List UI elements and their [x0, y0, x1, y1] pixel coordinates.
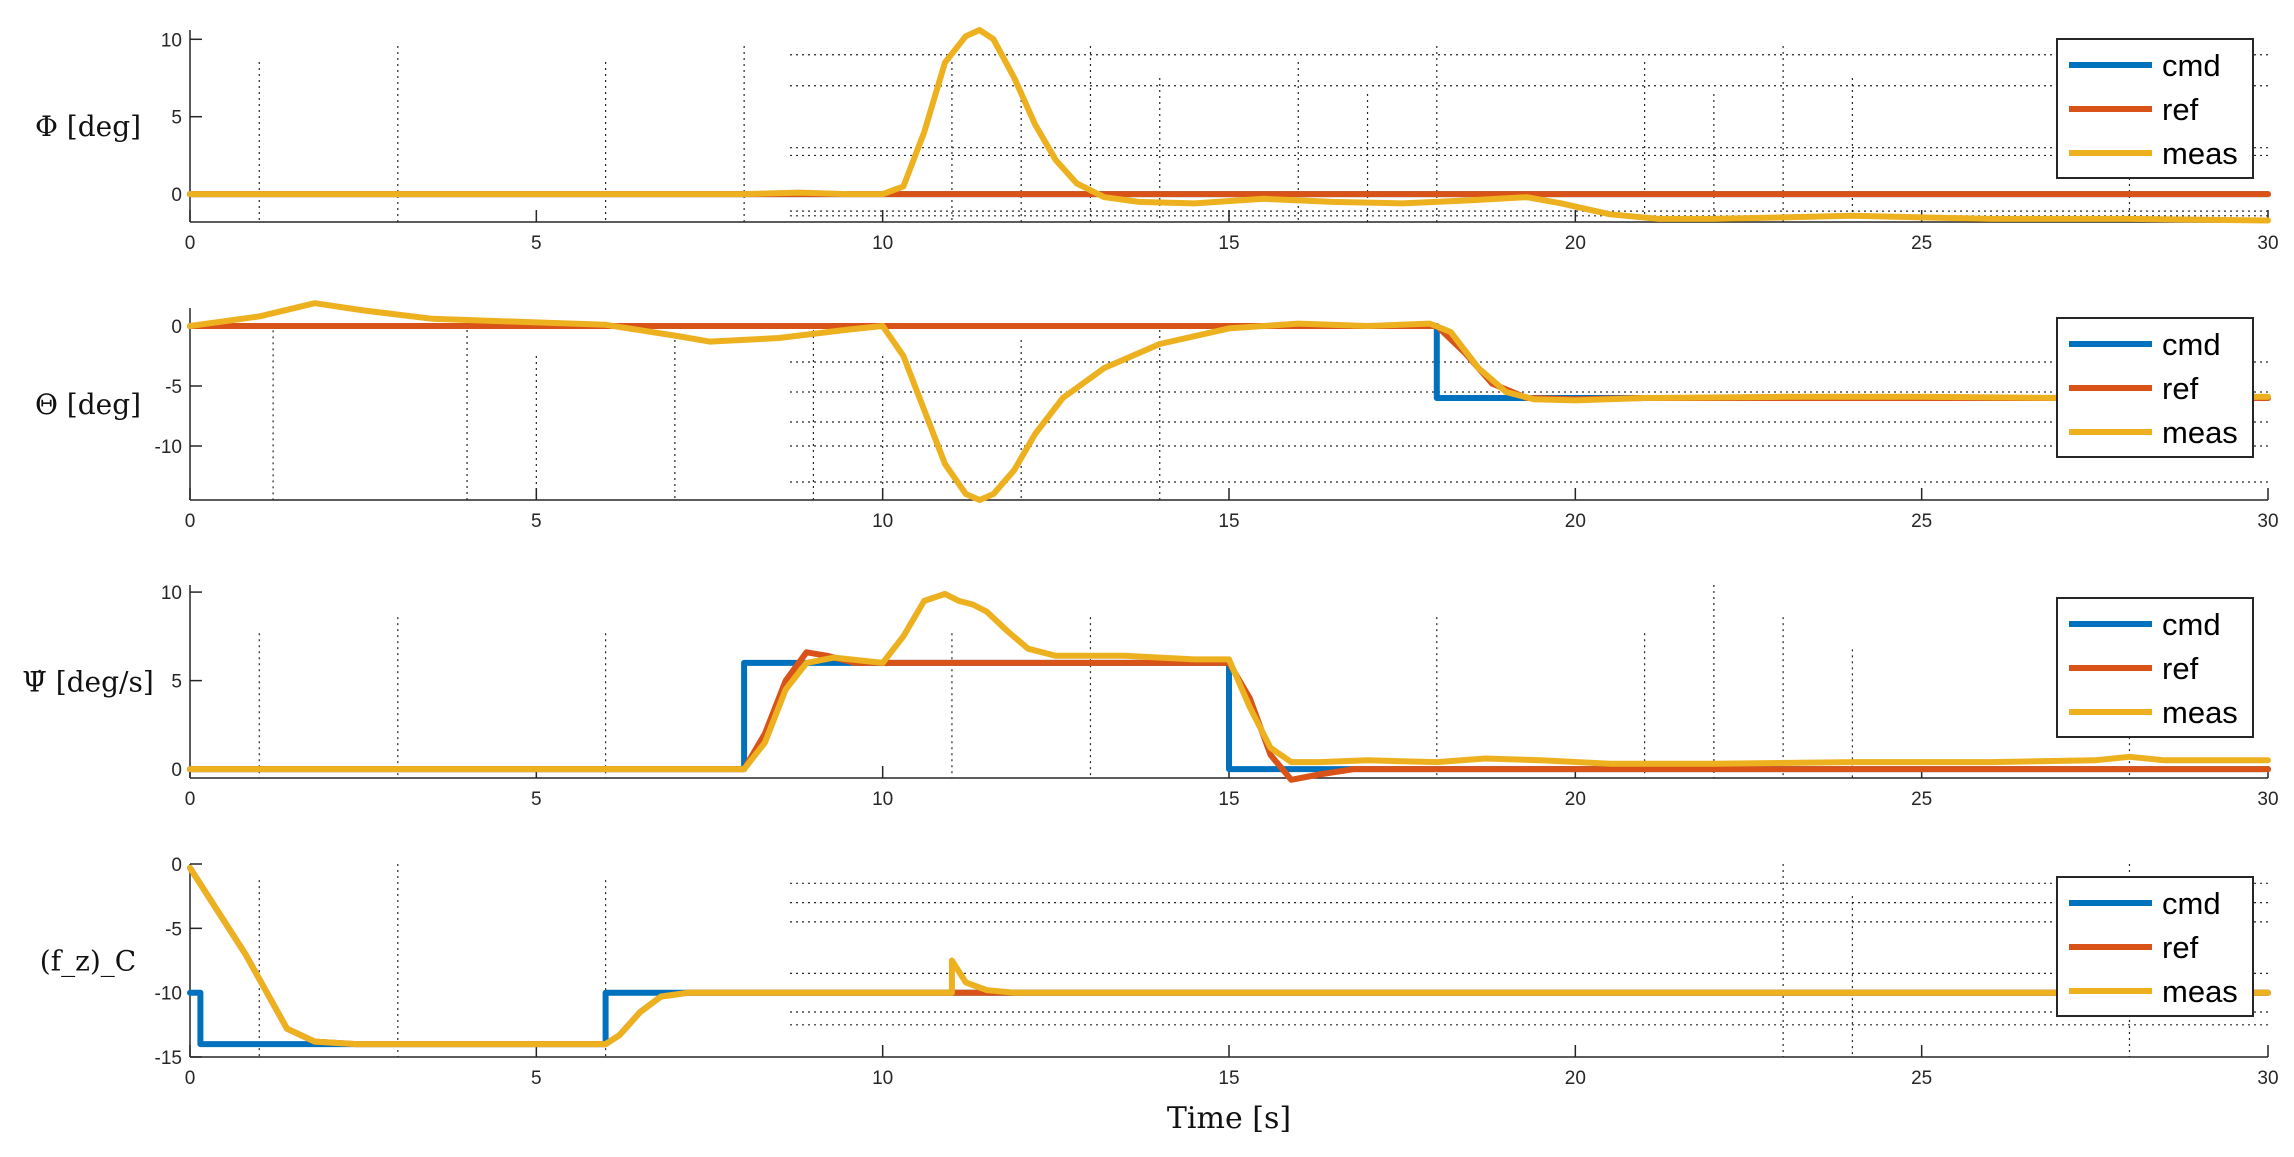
y-tick-label: 0 — [171, 855, 182, 876]
legend-label-ref: ref — [2162, 930, 2199, 965]
panel-1: 0 5 10 0 5 10 15 20 25 30 Φ [deg] cmd ref meas — [35, 27, 2279, 254]
y-tick-label: 0 — [171, 185, 182, 206]
legend-label-meas: meas — [2162, 974, 2238, 1009]
series-line-meas — [187, 300, 2271, 503]
x-tick-label: 10 — [872, 233, 893, 254]
series-line-ref — [187, 864, 2271, 1048]
legend: cmd ref meas — [2056, 876, 2254, 1017]
y-tick-label: 0 — [171, 760, 182, 781]
y-tick-label: -10 — [155, 984, 182, 1005]
legend-label-cmd: cmd — [2162, 607, 2221, 642]
x-tick-label: 30 — [2257, 789, 2278, 810]
x-tick-label: 30 — [2257, 511, 2278, 532]
x-tick-label: 10 — [872, 789, 893, 810]
x-tick-label: 25 — [1911, 789, 1932, 810]
legend-label-meas: meas — [2162, 695, 2238, 730]
legend-label-cmd: cmd — [2162, 886, 2221, 921]
y-axis-label: (f_z)_C — [40, 945, 136, 978]
y-tick-label: -15 — [155, 1048, 182, 1069]
y-axis-label: Θ [deg] — [35, 388, 141, 421]
panel-2: -10 -5 0 0 5 10 15 20 25 30 Θ [deg] cmd ref meas — [35, 300, 2279, 532]
x-tick-label: 25 — [1911, 1068, 1932, 1089]
series-line-meas — [187, 590, 2271, 773]
x-tick-label: 5 — [531, 789, 542, 810]
y-tick-label: 10 — [161, 30, 182, 51]
y-tick-label: 0 — [171, 317, 182, 338]
legend-label-cmd: cmd — [2162, 327, 2221, 362]
x-tick-label: 20 — [1565, 789, 1586, 810]
legend: cmd ref meas — [2056, 597, 2254, 738]
y-tick-label: -10 — [155, 437, 182, 458]
x-tick-label: 20 — [1565, 1068, 1586, 1089]
x-tick-label: 5 — [531, 511, 542, 532]
legend: cmd ref meas — [2056, 38, 2254, 179]
y-tick-label: 5 — [171, 672, 182, 693]
series-line-ref — [187, 649, 2271, 783]
x-tick-label: 15 — [1218, 511, 1239, 532]
x-tick-label: 5 — [531, 233, 542, 254]
x-tick-label: 10 — [872, 511, 893, 532]
x-tick-label: 25 — [1911, 511, 1932, 532]
x-tick-label: 15 — [1218, 1068, 1239, 1089]
x-tick-label: 25 — [1911, 233, 1932, 254]
legend: cmd ref meas — [2056, 317, 2254, 458]
x-tick-label: 0 — [185, 789, 196, 810]
x-tick-label: 30 — [2257, 233, 2278, 254]
legend-label-meas: meas — [2162, 136, 2238, 171]
series-line-meas — [187, 864, 2271, 1048]
x-tick-label: 20 — [1565, 233, 1586, 254]
y-axis-label: Φ [deg] — [35, 110, 141, 143]
legend-label-ref: ref — [2162, 651, 2199, 686]
y-axis-label: Ψ̇ [deg/s] — [22, 666, 154, 699]
x-tick-label: 0 — [185, 1068, 196, 1089]
panel-4: -15 -10 -5 0 0 5 10 15 20 25 30 (f_z)_C cmd ref meas — [40, 855, 2279, 1089]
legend-label-ref: ref — [2162, 92, 2199, 127]
legend-label-meas: meas — [2162, 415, 2238, 450]
series-line-cmd — [187, 659, 2271, 773]
series-line-cmd — [187, 989, 2271, 1048]
x-tick-label: 0 — [185, 511, 196, 532]
x-axis-label: Time [s] — [1167, 1101, 1291, 1136]
y-tick-label: 5 — [171, 108, 182, 129]
x-tick-label: 15 — [1218, 789, 1239, 810]
x-tick-label: 20 — [1565, 511, 1586, 532]
x-tick-label: 5 — [531, 1068, 542, 1089]
panel-3: 0 5 10 0 5 10 15 20 25 30 Ψ̇ [deg/s] cmd ref meas — [22, 583, 2278, 810]
y-tick-label: 10 — [161, 583, 182, 604]
y-tick-label: -5 — [165, 919, 182, 940]
x-tick-label: 10 — [872, 1068, 893, 1089]
series-line-meas — [187, 27, 2271, 224]
x-tick-label: 15 — [1218, 233, 1239, 254]
x-tick-label: 0 — [185, 233, 196, 254]
y-tick-label: -5 — [165, 377, 182, 398]
legend-label-ref: ref — [2162, 371, 2199, 406]
x-tick-label: 30 — [2257, 1068, 2278, 1089]
legend-label-cmd: cmd — [2162, 48, 2221, 83]
